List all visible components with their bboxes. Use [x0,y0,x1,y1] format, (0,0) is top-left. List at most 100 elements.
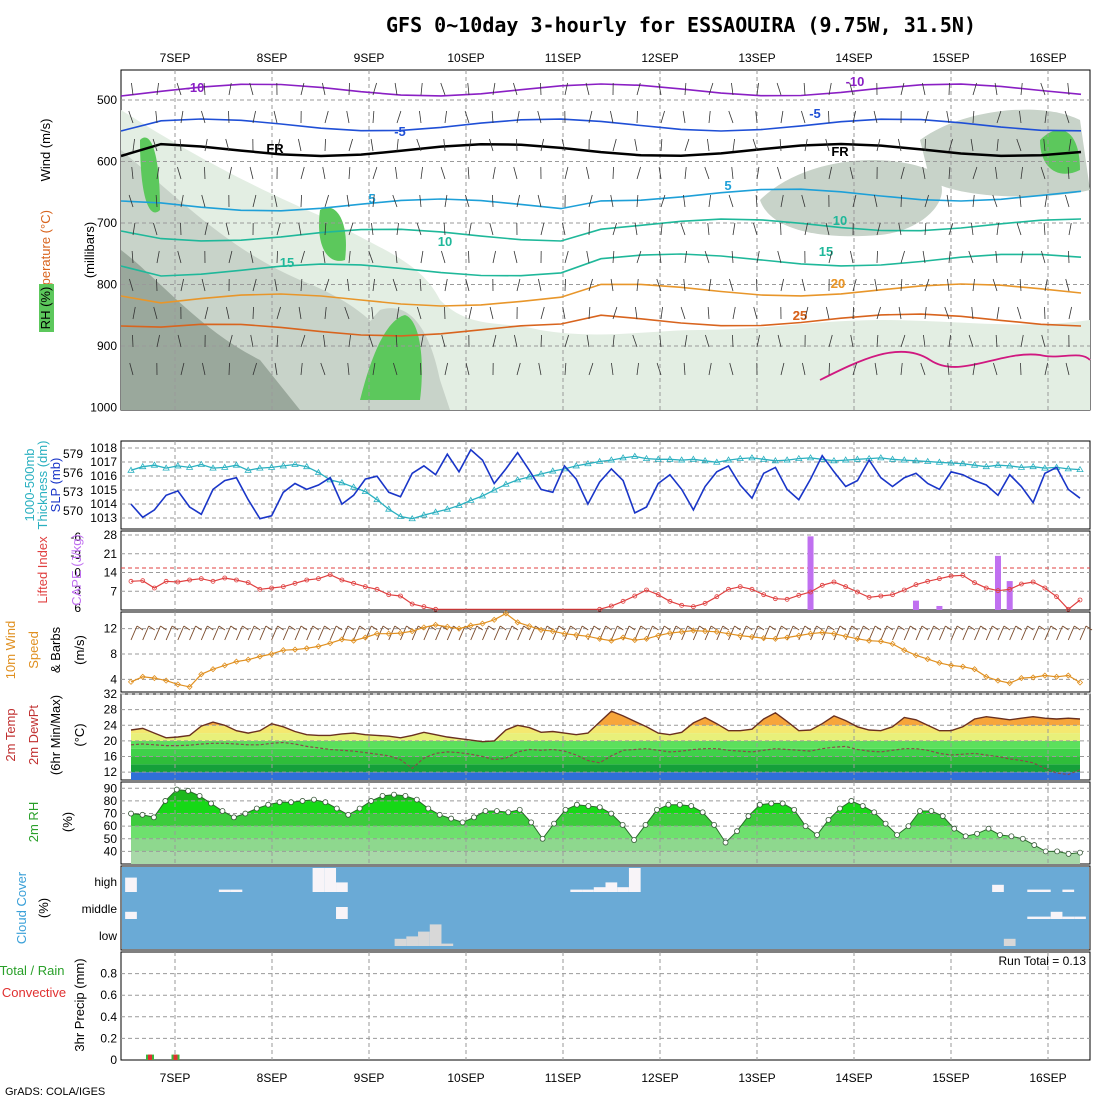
wind-barb [1067,166,1070,180]
thickness-point [139,462,147,470]
wind-barb [154,625,161,641]
li-tick: 3 [74,583,81,597]
wind-barb [938,625,946,641]
cloud-level-label: high [94,875,117,889]
wind-barb [153,222,158,236]
wind-barb [636,194,639,208]
wind-barb [203,82,206,96]
wind-barb [540,334,542,348]
rh2m-point [562,806,569,813]
wind-barb [1032,625,1040,641]
rh2m-point [1042,848,1049,855]
li-point [362,584,368,590]
cloud-bar [336,907,348,919]
wind-barb [516,110,520,124]
li-point [972,580,977,586]
cloud-bar [429,924,442,946]
wind-barb [353,625,361,641]
wind-barb [828,334,833,348]
wind-barb [564,362,567,376]
wind-barb [634,625,642,641]
thickness-point [185,463,194,470]
rh2m-point [676,801,683,808]
thickness-point [361,487,370,494]
rh2m-point [288,799,294,806]
wind-barb-flag [1015,625,1022,631]
wind-barb [298,138,302,152]
wind-barb [228,166,232,180]
wind-barb [468,250,470,264]
upper-axis-label: (millibars) [82,222,97,278]
precip-legend-convective: Convective [2,985,66,1000]
wind-barb [612,334,615,348]
wind-barb-flag [441,625,448,631]
wind-speed-point [526,623,533,630]
wind-speed-point [256,653,263,660]
wind-barb [416,222,422,236]
wind-barb [755,194,758,208]
bottom-date-label: 8SEP [257,1071,288,1085]
wind-barb [492,250,496,264]
wind-barb [970,138,974,152]
bottom-date-label: 11SEP [545,1071,581,1085]
li-point [152,585,157,591]
wind-barb [756,82,759,96]
wind-speed-point [819,629,826,636]
wind-barb [300,334,306,348]
wind-speed-point [655,632,662,639]
precip-tick: 0.8 [100,967,117,981]
thickness-point [666,455,674,462]
li-point [374,586,380,592]
wind-barb [128,194,134,208]
cloud-level-label: low [99,929,117,943]
wind-barb [850,250,854,264]
li-point [280,584,286,590]
wind-barb [612,222,617,236]
rh2m-point [368,798,375,804]
li-point [737,584,743,590]
bottom-date-axis: 7SEP 8SEP 9SEP 10SEP 11SEP 12SEP 13SEP 14SEP 15S… [160,1071,1067,1085]
wind-speed-point [784,634,791,641]
wind-barb [732,222,736,236]
li-point [245,580,251,586]
li-point [386,592,392,598]
wind-barb [1043,222,1046,236]
li-point [983,585,989,591]
wind-barb [585,82,590,96]
wind-speed-point [479,620,486,627]
wind-barb-flag [207,625,214,631]
wind-barb [874,278,878,292]
wind-barb [419,194,422,208]
wind-speed-point [362,634,369,641]
wind-barb [922,250,926,264]
wind-barb [346,110,350,124]
wind-speed-point [690,627,697,634]
cloud-bar [336,882,348,892]
wind-barb [948,250,951,264]
wind-barb [324,138,326,152]
thickness-point [467,496,475,503]
thickness-point [385,505,393,512]
wind-barb-flag [945,625,952,631]
wind-barb [468,306,472,320]
wind-barb [923,334,926,348]
wind-barb [927,625,935,641]
cloud-axis-label: (%) [36,898,51,918]
wind-barb [440,166,446,180]
wind-barb-flag [1050,625,1058,631]
wind-barb [947,362,950,376]
thickness-point [373,495,381,503]
wind-barb [540,625,548,641]
wind-barb [562,222,566,236]
wind-barb [276,334,279,348]
wind-speed-point [924,656,931,663]
cloud-bar [1027,916,1039,919]
thickness-point [256,464,264,471]
wind-barb [779,138,782,152]
wind-barb [368,250,374,264]
wind-barb [948,166,951,180]
thickness-point [877,454,885,461]
li-point [749,586,755,592]
wind-barb [588,194,593,208]
